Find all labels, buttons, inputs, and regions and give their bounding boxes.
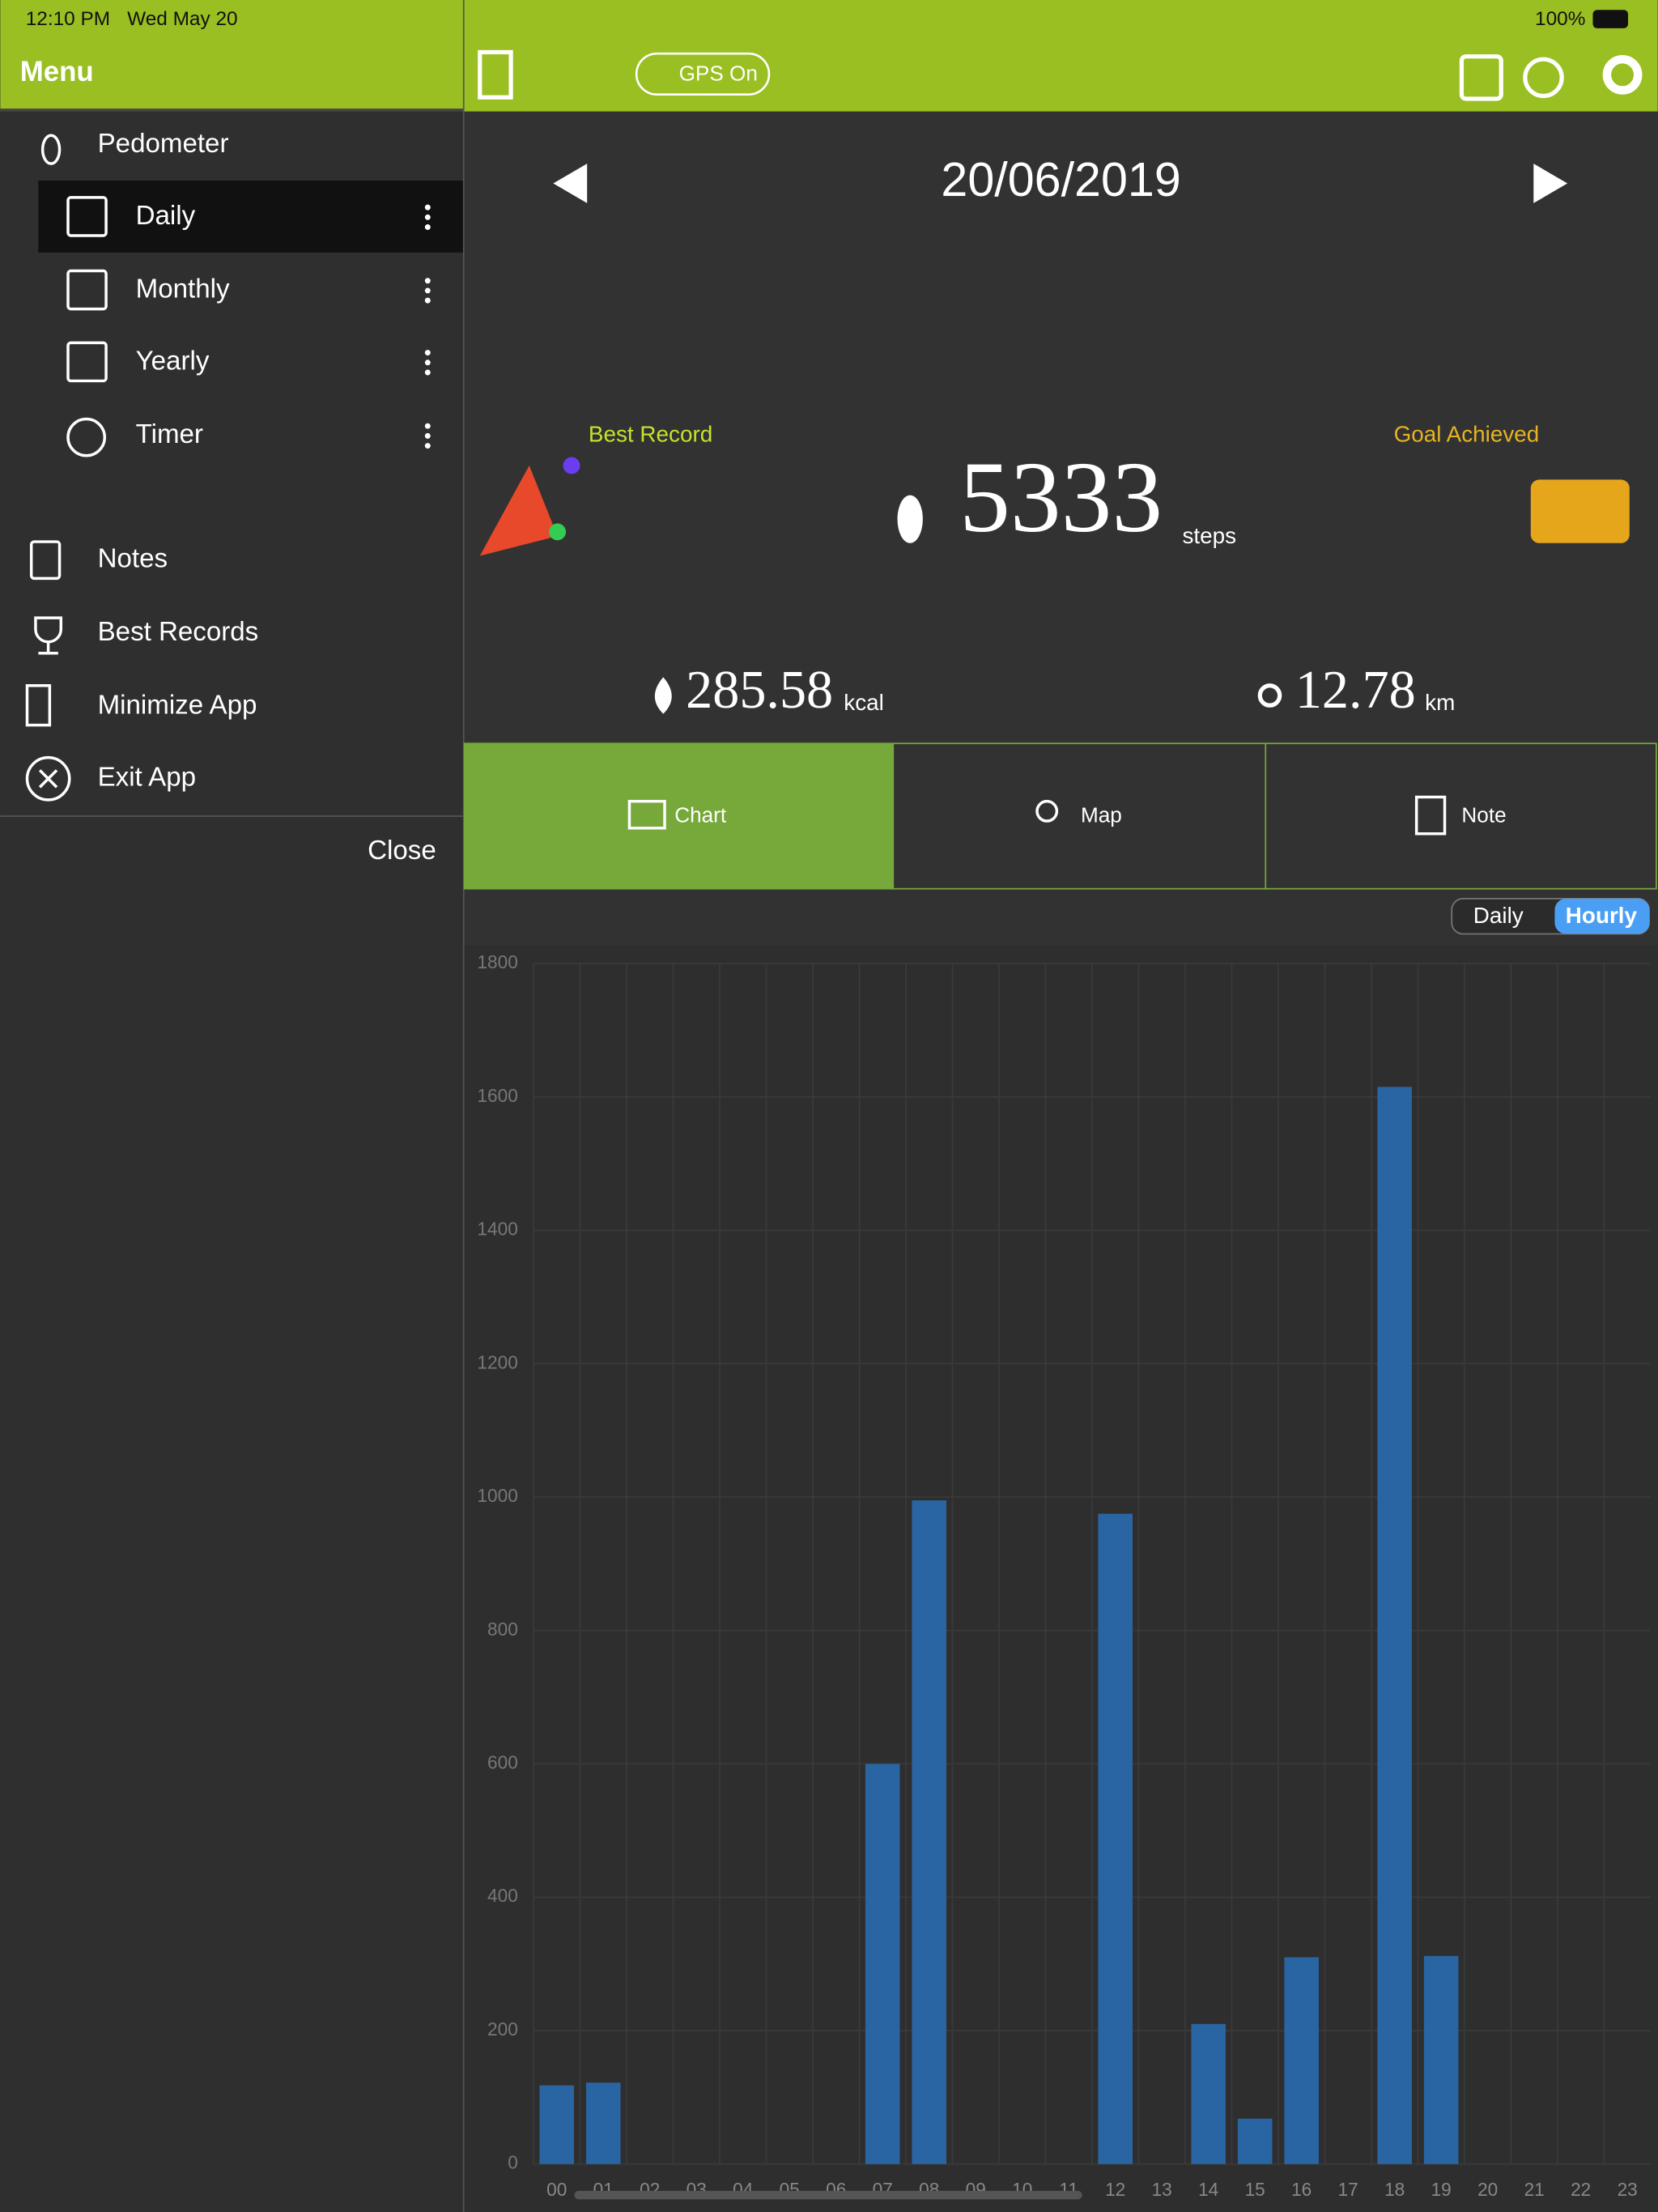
y-tick-label: 1800 [477, 951, 517, 972]
notes-icon[interactable] [1459, 54, 1503, 101]
steps-icon [897, 495, 923, 543]
next-arrow[interactable] [1533, 164, 1568, 203]
y-tick-label: 1000 [477, 1485, 517, 1506]
gps-pill[interactable] [635, 52, 771, 96]
menu-title: Menu [20, 56, 94, 87]
x-tick-label: 21 [1524, 2179, 1545, 2200]
kcal-icon [654, 677, 672, 714]
confetti-dot [563, 457, 580, 474]
beer-icon [1530, 479, 1630, 543]
x-tick-label: 13 [1152, 2179, 1172, 2200]
bar [912, 1500, 946, 2164]
minimize-icon[interactable] [478, 49, 513, 100]
x-tick-label: 14 [1198, 2179, 1218, 2200]
steps-unit: steps [1182, 523, 1236, 548]
kcal-value: 285.58 [686, 661, 833, 720]
x-tick-label: 18 [1384, 2179, 1405, 2200]
x-tick-label: 23 [1618, 2179, 1638, 2200]
selected-item-bg [38, 181, 463, 253]
bar [865, 1763, 900, 2164]
y-tick-label: 600 [487, 1751, 518, 1772]
kcal-unit: kcal [844, 690, 884, 715]
note-tab-icon [1414, 795, 1447, 836]
y-tick-label: 1200 [477, 1351, 517, 1372]
kebab-icons [424, 204, 431, 449]
steps-value: 5333 [959, 441, 1163, 554]
bar [1237, 2118, 1273, 2164]
x-tick-label: 12 [1105, 2179, 1125, 2200]
menu-item[interactable]: Yearly [136, 347, 210, 376]
y-tick-label: 800 [487, 1619, 518, 1640]
chart-tab-icon [627, 799, 666, 830]
toggle-active[interactable] [1554, 898, 1650, 934]
menu-item[interactable]: Best Records [98, 617, 259, 647]
timer-icon[interactable] [1523, 57, 1564, 99]
chart-background [464, 945, 1658, 2212]
tab-active[interactable] [464, 743, 894, 889]
x-tick-label: 22 [1571, 2179, 1591, 2200]
y-tick-label: 200 [487, 2018, 518, 2040]
x-tick-label: 16 [1291, 2179, 1312, 2200]
bar [1191, 2023, 1226, 2164]
y-tick-label: 1400 [477, 1219, 517, 1240]
x-tick-label: 17 [1338, 2179, 1358, 2200]
toggle-option[interactable]: Hourly [1566, 903, 1638, 928]
goal-label: Goal Achieved [1394, 422, 1540, 447]
top-bar [0, 0, 1658, 112]
bar [1423, 1955, 1459, 2164]
menu-item[interactable]: Pedometer [98, 129, 229, 159]
x-tick-label: 19 [1431, 2179, 1452, 2200]
bar [1284, 1957, 1319, 2164]
x-tick-label: 15 [1245, 2179, 1265, 2200]
x-tick-label: 00 [546, 2179, 567, 2200]
menu-item[interactable]: Exit App [98, 763, 196, 793]
toggle-option[interactable]: Daily [1473, 903, 1524, 928]
tab-label[interactable]: Chart [674, 803, 727, 827]
bar [1098, 1513, 1133, 2164]
close-button[interactable]: Close [368, 836, 436, 866]
map-tab-icon [1035, 799, 1059, 823]
tab-label[interactable]: Note [1461, 803, 1506, 827]
bar [539, 2085, 575, 2164]
menu-item[interactable]: Monthly [136, 274, 230, 304]
date-label: 20/06/2019 [941, 152, 1180, 206]
y-tick-label: 1600 [477, 1085, 517, 1106]
distance-unit: km [1425, 690, 1455, 715]
scrollbar [574, 2190, 1082, 2200]
battery-icon [1592, 10, 1629, 28]
menu-item[interactable]: Timer [136, 419, 203, 449]
menu-icons [25, 134, 108, 802]
distance-icon [1257, 683, 1282, 708]
tab-label[interactable]: Map [1081, 803, 1122, 827]
divider [0, 108, 463, 112]
confetti-dot [549, 523, 567, 541]
best-record-label: Best Record [589, 422, 712, 447]
settings-icon[interactable] [1602, 54, 1643, 95]
confetti-icon [479, 465, 558, 556]
distance-value: 12.78 [1295, 661, 1416, 720]
menu-item[interactable]: Minimize App [98, 691, 257, 721]
y-tick-label: 400 [487, 1885, 518, 1906]
bar [1377, 1087, 1412, 2164]
y-tick-label: 0 [508, 2152, 518, 2173]
status-time: 12:10 PM [26, 8, 110, 30]
prev-arrow[interactable] [553, 164, 588, 203]
bar [585, 2082, 621, 2164]
status-date: Wed May 20 [127, 8, 237, 30]
x-tick-label: 20 [1477, 2179, 1498, 2200]
menu-item[interactable]: Notes [98, 543, 168, 573]
sidebar [0, 111, 463, 2212]
status-battery: 100% [1535, 8, 1585, 30]
gps-label: GPS On [679, 61, 758, 85]
menu-item[interactable]: Daily [136, 201, 196, 231]
